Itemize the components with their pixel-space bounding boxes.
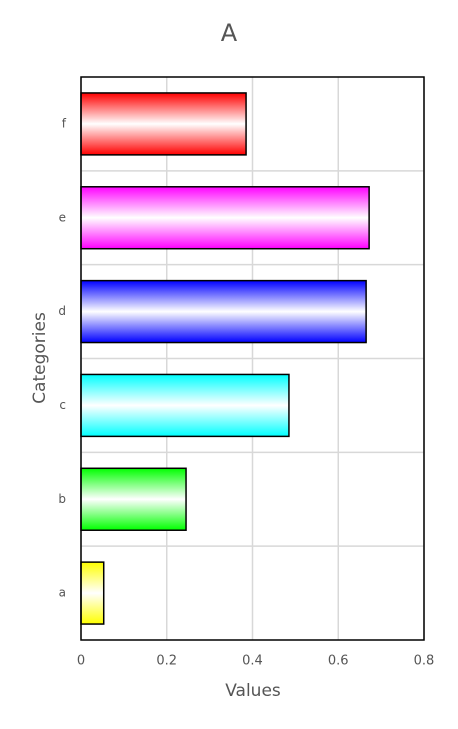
chart-title: A — [221, 19, 238, 47]
bar — [80, 467, 187, 531]
y-tick-label: d — [58, 304, 66, 318]
y-axis-label: Categories — [30, 312, 50, 404]
y-tick-label: f — [62, 116, 67, 130]
plot-frame — [80, 76, 425, 641]
bar — [80, 561, 105, 625]
x-tick-label: 0.6 — [328, 654, 349, 669]
bar — [80, 186, 370, 250]
bar — [80, 279, 367, 344]
x-tick-label: 0.4 — [242, 654, 263, 669]
y-tick-label: c — [59, 398, 66, 412]
x-tick-label: 0.2 — [156, 654, 177, 669]
x-axis-label: Values — [225, 681, 281, 701]
bar — [80, 373, 290, 438]
x-tick-label: 0.8 — [414, 654, 435, 669]
y-tick-label: a — [59, 586, 66, 600]
x-tick-label: 0 — [77, 654, 85, 669]
y-tick-label: b — [58, 492, 66, 506]
y-tick-label: e — [59, 210, 66, 224]
bar — [80, 92, 247, 156]
